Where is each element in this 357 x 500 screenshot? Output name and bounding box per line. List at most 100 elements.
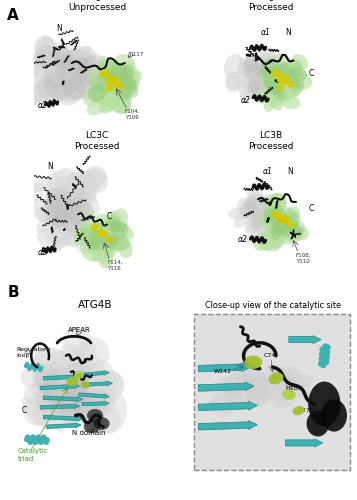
Ellipse shape [44,77,73,100]
Ellipse shape [66,377,79,386]
Ellipse shape [271,64,285,76]
Ellipse shape [248,78,266,98]
Ellipse shape [279,76,305,98]
Ellipse shape [105,218,120,232]
Ellipse shape [264,208,276,225]
Ellipse shape [254,72,271,86]
Ellipse shape [35,389,55,416]
Ellipse shape [103,224,127,240]
Ellipse shape [117,64,134,80]
Ellipse shape [111,232,129,250]
Ellipse shape [49,56,72,74]
Ellipse shape [272,222,295,236]
Ellipse shape [264,193,287,215]
Ellipse shape [100,89,124,112]
Ellipse shape [224,54,245,80]
Ellipse shape [265,220,279,238]
Ellipse shape [26,54,48,76]
Ellipse shape [46,171,69,198]
Ellipse shape [121,74,136,90]
Ellipse shape [297,226,309,240]
Ellipse shape [36,206,54,226]
Ellipse shape [266,212,279,225]
Ellipse shape [263,68,275,85]
Ellipse shape [105,211,121,228]
Ellipse shape [60,57,76,74]
Ellipse shape [118,240,133,258]
Ellipse shape [102,82,122,96]
Ellipse shape [307,410,329,436]
Ellipse shape [41,60,66,91]
Ellipse shape [55,205,75,225]
Ellipse shape [254,210,275,234]
Ellipse shape [93,82,108,105]
Ellipse shape [66,201,90,224]
Ellipse shape [73,228,89,240]
Ellipse shape [34,44,59,68]
Ellipse shape [257,66,281,78]
Ellipse shape [76,57,93,84]
Ellipse shape [242,372,267,392]
Ellipse shape [61,181,86,203]
Ellipse shape [268,372,283,384]
Ellipse shape [86,358,114,380]
FancyArrow shape [82,401,109,406]
Ellipse shape [277,214,290,224]
Ellipse shape [59,202,78,226]
Ellipse shape [52,55,70,79]
Ellipse shape [73,58,105,82]
Ellipse shape [244,194,258,210]
Ellipse shape [62,192,81,214]
Ellipse shape [283,371,311,400]
Ellipse shape [99,241,111,264]
Text: A: A [7,8,19,22]
Ellipse shape [269,382,296,408]
Ellipse shape [69,393,91,413]
Ellipse shape [60,208,86,232]
Ellipse shape [67,394,93,421]
Ellipse shape [44,366,66,392]
Ellipse shape [255,53,275,72]
Ellipse shape [226,382,243,398]
Ellipse shape [80,228,100,246]
FancyArrow shape [43,416,83,421]
Ellipse shape [102,233,119,247]
Ellipse shape [115,82,124,90]
Ellipse shape [261,217,275,231]
Ellipse shape [64,372,84,393]
Ellipse shape [68,350,90,372]
Ellipse shape [46,369,70,392]
Text: W142: W142 [213,370,232,374]
Ellipse shape [247,186,263,202]
Ellipse shape [107,214,122,232]
Ellipse shape [270,66,286,90]
Ellipse shape [243,228,268,244]
Ellipse shape [262,198,283,214]
Ellipse shape [109,76,123,92]
Ellipse shape [260,72,274,86]
Ellipse shape [275,226,290,239]
Ellipse shape [87,97,109,116]
Ellipse shape [265,202,281,222]
Ellipse shape [286,82,301,97]
Ellipse shape [270,220,281,240]
Ellipse shape [75,213,90,226]
Ellipse shape [110,83,132,98]
Ellipse shape [287,72,312,90]
Ellipse shape [49,212,66,227]
Ellipse shape [228,374,261,406]
Ellipse shape [248,67,267,82]
Ellipse shape [292,220,305,236]
Ellipse shape [284,226,296,237]
Ellipse shape [252,232,268,251]
Ellipse shape [75,191,100,217]
Ellipse shape [45,222,70,249]
Ellipse shape [86,238,104,255]
Ellipse shape [68,66,91,86]
Ellipse shape [44,70,65,88]
Ellipse shape [239,376,259,402]
Ellipse shape [253,70,271,90]
Text: Y116: Y116 [107,266,121,271]
Text: N domain: N domain [72,430,105,436]
Ellipse shape [278,81,291,93]
